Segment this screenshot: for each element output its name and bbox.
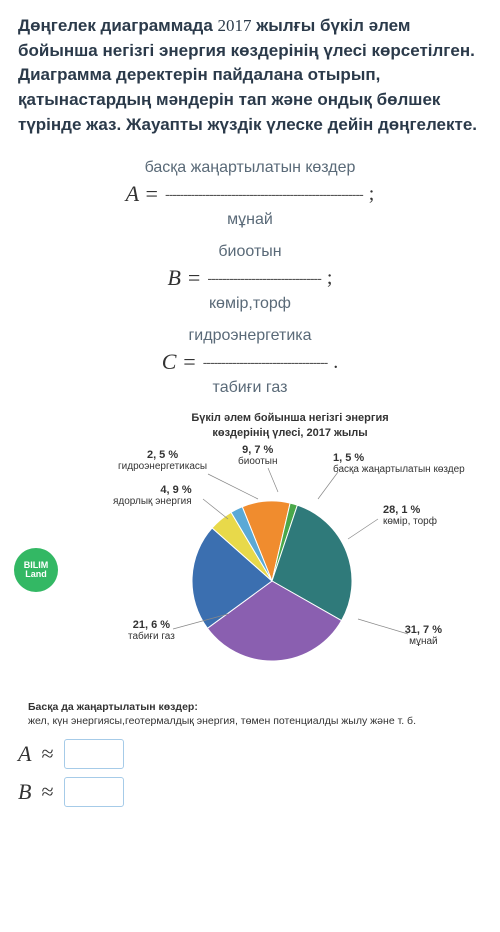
- def-numerator: басқа жаңартылатын көздер: [18, 159, 482, 177]
- question-text: Дөңгелек диаграммада 2017 жылғы бүкіл әл…: [18, 14, 482, 137]
- approx-symbol: ≈: [41, 779, 53, 805]
- q-year: 2017: [218, 16, 252, 35]
- def-eq-row: C = ----------------------------------.: [18, 349, 482, 375]
- def-tail: ;: [327, 267, 333, 290]
- footnote-l2: жел, күн энергиясы,геотермалдық энергия,…: [28, 715, 416, 727]
- chart-title-l2: көздерінің үлесі, 2017 жылы: [212, 427, 367, 439]
- def-dash: ----------------------------------: [203, 354, 328, 370]
- def-dash: ----------------------------------------…: [165, 186, 363, 202]
- def-eq-row: B = -------------------------------;: [18, 265, 482, 291]
- pie-chart-area: 2, 5 % гидроэнергетикасы 9, 7 % биоотын …: [28, 444, 472, 694]
- definition-B: биоотын B = ------------------------------…: [18, 243, 482, 313]
- answer-row-A: A≈: [18, 739, 482, 769]
- def-var: C =: [162, 349, 197, 375]
- def-denominator: табиғи газ: [18, 379, 482, 397]
- bilim-land-badge: BILIM Land: [14, 548, 58, 592]
- def-dash: -------------------------------: [207, 270, 321, 286]
- def-tail: ;: [369, 183, 375, 206]
- badge-l2: Land: [25, 570, 47, 579]
- def-numerator: гидроэнергетика: [18, 327, 482, 345]
- answer-var: B: [18, 779, 31, 805]
- chart-footnote: Басқа да жаңартылатын көздер: жел, күн э…: [28, 700, 472, 729]
- def-numerator: биоотын: [18, 243, 482, 261]
- definition-C: гидроэнергетика C = ----------------------…: [18, 327, 482, 397]
- def-eq-row: A = -------------------------------------…: [18, 181, 482, 207]
- chart-title-l1: Бүкіл әлем бойынша негізгі энергия: [191, 412, 388, 424]
- answer-row-B: B≈: [18, 777, 482, 807]
- footnote-l1: Басқа да жаңартылатын көздер:: [28, 701, 198, 713]
- def-denominator: мұнай: [18, 211, 482, 229]
- def-tail: .: [333, 351, 338, 374]
- q-part1: Дөңгелек диаграммада: [18, 16, 218, 35]
- def-var: A =: [126, 181, 159, 207]
- chart-title: Бүкіл әлем бойынша негізгі энергия көзде…: [108, 411, 472, 440]
- answer-var: A: [18, 741, 31, 767]
- def-var: B =: [168, 265, 202, 291]
- answer-input-B[interactable]: [64, 777, 124, 807]
- answer-input-A[interactable]: [64, 739, 124, 769]
- definition-A: басқа жаңартылатын көздер A = ------------…: [18, 159, 482, 229]
- leader-lines: [28, 444, 498, 694]
- approx-symbol: ≈: [41, 741, 53, 767]
- def-denominator: көмір,торф: [18, 295, 482, 313]
